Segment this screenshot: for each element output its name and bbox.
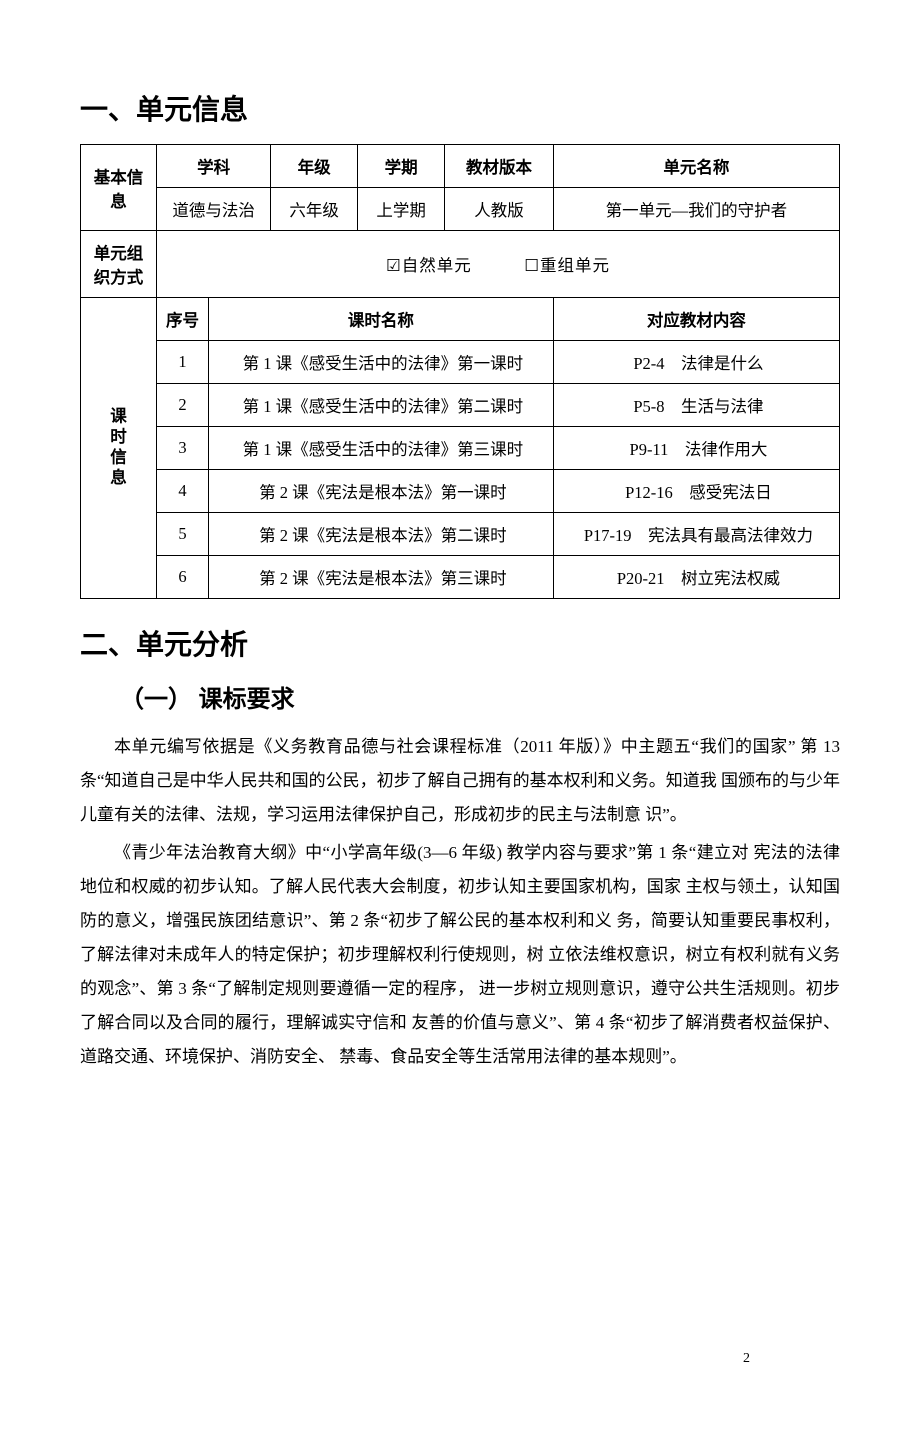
lesson-content: P5-8 生活与法律	[553, 384, 839, 427]
th-grade: 年级	[271, 145, 358, 188]
lesson-row: 6 第 2 课《宪法是根本法》第三课时 P20-21 树立宪法权威	[81, 556, 840, 599]
lesson-num: 2	[157, 384, 209, 427]
lesson-name: 第 1 课《感受生活中的法律》第二课时	[209, 384, 554, 427]
lesson-content: P20-21 树立宪法权威	[553, 556, 839, 599]
section2-title: 二、单元分析	[80, 623, 840, 663]
td-subject: 道德与法治	[157, 188, 271, 231]
lesson-row: 3 第 1 课《感受生活中的法律》第三课时 P9-11 法律作用大	[81, 427, 840, 470]
th-num: 序号	[157, 298, 209, 341]
lesson-name: 第 1 课《感受生活中的法律》第一课时	[209, 341, 554, 384]
org-value: ☑自然单元 ☐重组单元	[157, 231, 840, 298]
td-textbook: 人教版	[445, 188, 554, 231]
section1-title: 一、单元信息	[80, 88, 840, 128]
th-lesson-content: 对应教材内容	[553, 298, 839, 341]
lessons-label-cell: 课时信息	[81, 298, 157, 599]
td-unitname: 第一单元—我们的守护者	[553, 188, 839, 231]
page-number: 2	[743, 1351, 750, 1367]
body-paragraph: 《青少年法治教育大纲》中“小学高年级(3—6 年级) 教学内容与要求”第 1 条…	[80, 836, 840, 1074]
td-semester: 上学期	[358, 188, 445, 231]
th-textbook: 教材版本	[445, 145, 554, 188]
th-subject: 学科	[157, 145, 271, 188]
th-semester: 学期	[358, 145, 445, 188]
unit-info-table: 基本信息 学科 年级 学期 教材版本 单元名称 道德与法治 六年级 上学期 人教…	[80, 144, 840, 599]
th-unitname: 单元名称	[553, 145, 839, 188]
lesson-row: 2 第 1 课《感受生活中的法律》第二课时 P5-8 生活与法律	[81, 384, 840, 427]
lesson-name: 第 2 课《宪法是根本法》第一课时	[209, 470, 554, 513]
lesson-name: 第 2 课《宪法是根本法》第三课时	[209, 556, 554, 599]
lesson-row: 5 第 2 课《宪法是根本法》第二课时 P17-19 宪法具有最高法律效力	[81, 513, 840, 556]
lesson-num: 3	[157, 427, 209, 470]
th-lesson-name: 课时名称	[209, 298, 554, 341]
body-paragraph: 本单元编写依据是《义务教育品德与社会课程标准（2011 年版）》中主题五“我们的…	[80, 730, 840, 832]
org-label: 单元组织方式	[81, 231, 157, 298]
lesson-row: 1 第 1 课《感受生活中的法律》第一课时 P2-4 法律是什么	[81, 341, 840, 384]
lesson-row: 4 第 2 课《宪法是根本法》第一课时 P12-16 感受宪法日	[81, 470, 840, 513]
lesson-name: 第 1 课《感受生活中的法律》第三课时	[209, 427, 554, 470]
lesson-content: P12-16 感受宪法日	[553, 470, 839, 513]
lesson-content: P17-19 宪法具有最高法律效力	[553, 513, 839, 556]
lesson-num: 5	[157, 513, 209, 556]
lesson-name: 第 2 课《宪法是根本法》第二课时	[209, 513, 554, 556]
lesson-num: 6	[157, 556, 209, 599]
lesson-num: 1	[157, 341, 209, 384]
lesson-content: P2-4 法律是什么	[553, 341, 839, 384]
subsection-title: （一） 课标要求	[120, 679, 840, 714]
lesson-content: P9-11 法律作用大	[553, 427, 839, 470]
lessons-label: 课时信息	[109, 407, 129, 489]
td-grade: 六年级	[271, 188, 358, 231]
lesson-num: 4	[157, 470, 209, 513]
basic-info-label: 基本信息	[81, 145, 157, 231]
